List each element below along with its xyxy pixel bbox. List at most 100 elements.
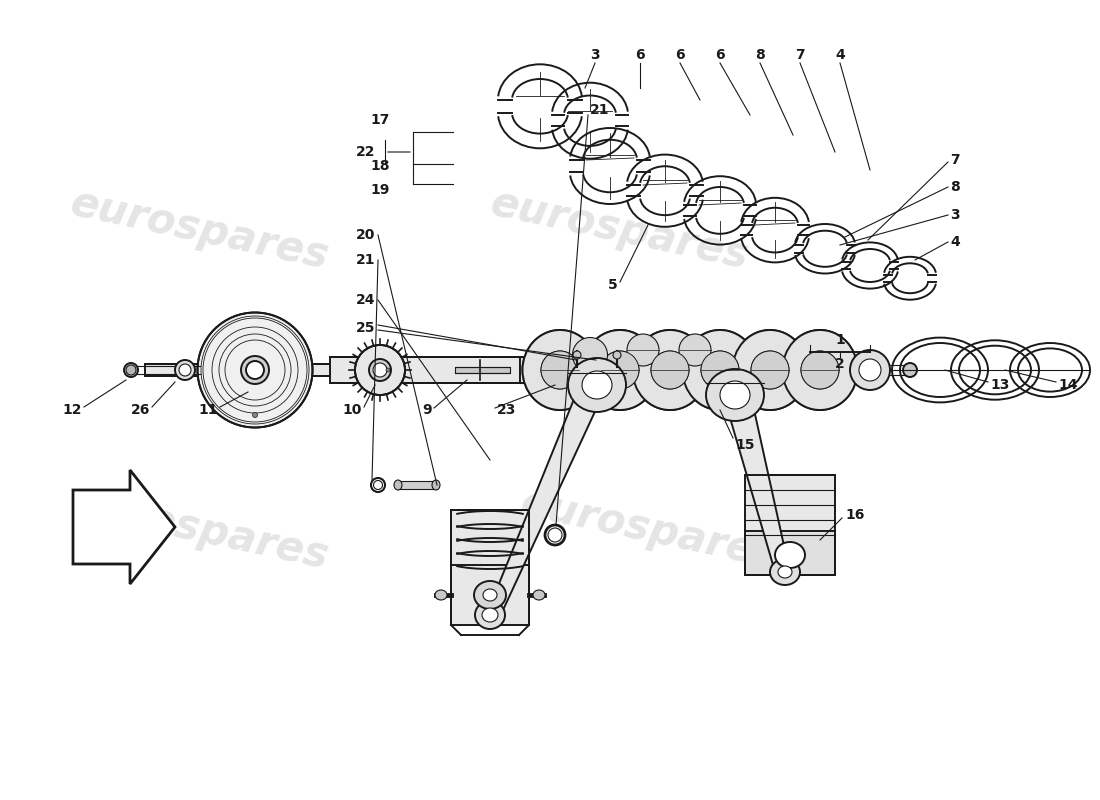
Ellipse shape	[482, 608, 498, 622]
Bar	[745, 475, 835, 535]
Ellipse shape	[651, 351, 689, 389]
Text: 24: 24	[355, 293, 375, 307]
Ellipse shape	[573, 351, 581, 359]
Ellipse shape	[733, 330, 807, 410]
Text: 3: 3	[591, 48, 600, 62]
Ellipse shape	[682, 330, 758, 410]
Ellipse shape	[751, 351, 789, 389]
Ellipse shape	[850, 350, 890, 390]
Ellipse shape	[534, 590, 544, 600]
Ellipse shape	[733, 330, 807, 410]
Bar	[398, 481, 436, 489]
Ellipse shape	[583, 330, 658, 410]
Ellipse shape	[373, 363, 387, 377]
Ellipse shape	[682, 330, 758, 410]
Text: 4: 4	[950, 235, 959, 249]
Ellipse shape	[572, 338, 607, 373]
Text: 15: 15	[735, 438, 755, 452]
Polygon shape	[483, 377, 610, 623]
Text: 25: 25	[355, 321, 375, 335]
Text: 1: 1	[835, 333, 845, 347]
Ellipse shape	[522, 330, 597, 410]
Ellipse shape	[483, 589, 497, 601]
Ellipse shape	[801, 351, 839, 389]
Ellipse shape	[627, 334, 659, 366]
Ellipse shape	[679, 334, 711, 366]
Ellipse shape	[126, 365, 136, 375]
Ellipse shape	[651, 351, 689, 389]
Text: 6: 6	[675, 48, 685, 62]
Ellipse shape	[394, 480, 402, 490]
Ellipse shape	[859, 359, 881, 381]
Ellipse shape	[801, 351, 839, 389]
Bar	[451, 510, 529, 570]
Ellipse shape	[706, 369, 764, 421]
Text: 21: 21	[355, 253, 375, 267]
Text: 22: 22	[355, 145, 375, 159]
Ellipse shape	[179, 364, 191, 376]
Text: 7: 7	[950, 153, 959, 167]
Ellipse shape	[568, 358, 626, 412]
Ellipse shape	[601, 351, 639, 389]
Ellipse shape	[355, 345, 405, 395]
Text: 17: 17	[371, 113, 390, 127]
Ellipse shape	[474, 581, 506, 609]
Text: 26: 26	[131, 403, 150, 417]
Ellipse shape	[903, 363, 917, 377]
Text: 2: 2	[835, 357, 845, 371]
Text: 12: 12	[63, 403, 82, 417]
Ellipse shape	[124, 363, 138, 377]
Text: 20: 20	[355, 228, 375, 242]
Text: 19: 19	[371, 183, 390, 197]
Ellipse shape	[582, 371, 612, 399]
Ellipse shape	[720, 381, 750, 409]
Text: 11: 11	[198, 403, 218, 417]
Text: eurospares: eurospares	[517, 482, 783, 578]
Bar	[330, 357, 520, 383]
Text: 10: 10	[342, 403, 362, 417]
Bar	[455, 367, 510, 373]
Ellipse shape	[770, 559, 800, 585]
Text: 4: 4	[835, 48, 845, 62]
Bar	[520, 357, 870, 383]
Ellipse shape	[778, 566, 792, 578]
Text: 9: 9	[422, 403, 432, 417]
Ellipse shape	[198, 313, 312, 427]
Polygon shape	[720, 387, 792, 582]
Polygon shape	[73, 470, 175, 584]
Bar	[451, 565, 529, 625]
Ellipse shape	[246, 361, 264, 379]
Ellipse shape	[601, 351, 639, 389]
Ellipse shape	[475, 601, 505, 629]
Ellipse shape	[541, 351, 579, 389]
Ellipse shape	[632, 330, 707, 410]
Ellipse shape	[541, 351, 579, 389]
Text: 8: 8	[950, 180, 959, 194]
Ellipse shape	[253, 413, 257, 418]
Ellipse shape	[175, 360, 195, 380]
Ellipse shape	[368, 359, 390, 381]
Ellipse shape	[701, 351, 739, 389]
Text: 5: 5	[608, 278, 618, 292]
Ellipse shape	[782, 330, 858, 410]
Text: 8: 8	[755, 48, 764, 62]
Text: 18: 18	[371, 159, 390, 173]
Ellipse shape	[701, 351, 739, 389]
Bar	[145, 364, 330, 376]
Ellipse shape	[432, 480, 440, 490]
Text: eurospares: eurospares	[487, 182, 754, 278]
Text: 23: 23	[497, 403, 516, 417]
Ellipse shape	[583, 330, 658, 410]
Ellipse shape	[434, 590, 447, 600]
Text: 21: 21	[590, 103, 609, 117]
Ellipse shape	[751, 351, 789, 389]
Bar	[745, 531, 835, 575]
Text: 6: 6	[715, 48, 725, 62]
Text: 13: 13	[990, 378, 1010, 392]
Text: eurospares: eurospares	[67, 182, 333, 278]
Text: 7: 7	[795, 48, 805, 62]
Text: eurospares: eurospares	[67, 482, 333, 578]
Text: 3: 3	[950, 208, 959, 222]
Ellipse shape	[776, 542, 805, 568]
Text: 16: 16	[845, 508, 865, 522]
